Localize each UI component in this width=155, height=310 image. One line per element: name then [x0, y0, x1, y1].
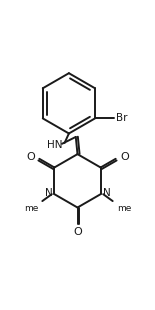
Text: O: O: [26, 152, 35, 162]
Text: Br: Br: [116, 113, 127, 123]
Text: HN: HN: [47, 140, 63, 150]
Text: me: me: [117, 204, 131, 213]
Text: N: N: [45, 188, 52, 198]
Text: O: O: [120, 152, 129, 162]
Text: O: O: [73, 227, 82, 237]
Text: me: me: [24, 204, 38, 213]
Text: N: N: [103, 188, 110, 198]
